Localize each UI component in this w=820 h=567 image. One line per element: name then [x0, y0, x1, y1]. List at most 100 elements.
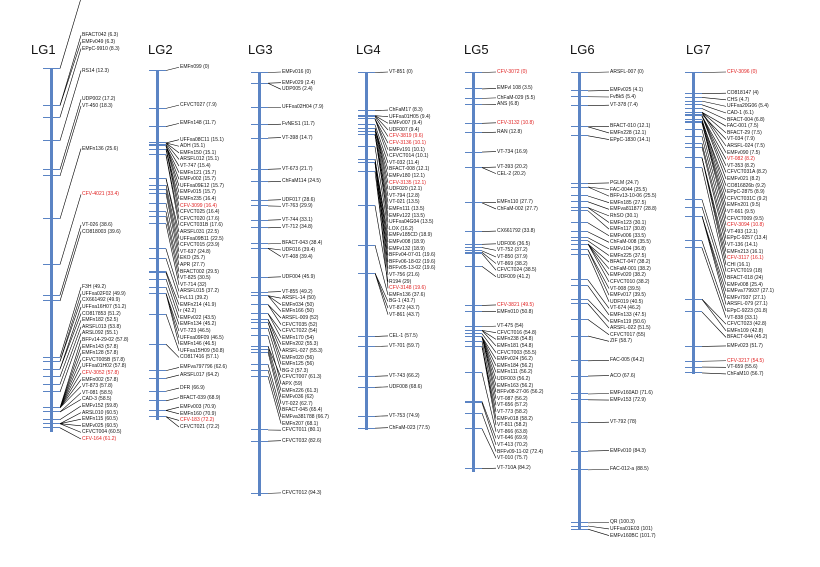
marker-connector — [587, 243, 610, 269]
marker-connector — [267, 295, 282, 306]
marker-connector — [701, 247, 727, 318]
marker-tick — [358, 110, 375, 112]
marker-tick — [465, 122, 482, 124]
marker-connector — [267, 349, 282, 398]
marker-connector — [267, 248, 282, 257]
marker-connector — [267, 345, 282, 378]
marker-label: FAC-012-a (88.5) — [610, 466, 649, 473]
marker-connector — [59, 333, 82, 393]
marker-connector — [481, 243, 497, 245]
marker-label: EMFv180 (12.1) — [389, 173, 425, 180]
marker-connector — [701, 115, 727, 173]
marker-connector — [267, 137, 282, 139]
marker-connector — [165, 142, 180, 147]
marker-connector — [587, 222, 610, 236]
marker-label: EMFn111 (13.5) — [389, 206, 425, 213]
marker-tick — [685, 345, 702, 347]
marker-label: VT-838 (33.1) — [727, 314, 758, 321]
marker-label: VT-723 (46.5) — [180, 328, 211, 335]
marker-tick — [465, 428, 482, 430]
marker-connector — [587, 240, 610, 256]
marker-tick — [465, 97, 482, 99]
marker-connector — [587, 450, 610, 452]
marker-label: EMFv152 (59.8) — [82, 403, 118, 409]
marker-label: CFVCT031A (8.2) — [727, 169, 767, 176]
marker-label: VT-752 (37.2) — [497, 247, 528, 254]
marker-label: VT-734 (16.9) — [497, 148, 528, 155]
marker-label: BFACT-047 (38.2) — [610, 259, 651, 266]
marker-tick — [251, 243, 268, 245]
marker-label: CEL-1 (57.5) — [389, 332, 418, 339]
marker-tick — [149, 143, 166, 145]
marker-connector — [374, 115, 389, 124]
lg-title: LG1 — [31, 42, 56, 57]
marker-connector — [587, 104, 610, 107]
marker-connector — [165, 387, 180, 392]
marker-connector — [701, 299, 727, 331]
marker-label: EMFn134 (45.2) — [180, 321, 217, 328]
marker-connector — [59, 99, 82, 170]
marker-label: UFFxa01H02 (57.8) — [82, 363, 127, 370]
marker-connector — [701, 122, 727, 219]
marker-label: VT-010 (75.7) — [497, 455, 528, 462]
marker-connector — [587, 231, 610, 243]
marker-connector — [59, 366, 82, 408]
marker-connector — [481, 372, 497, 432]
marker-tick — [685, 206, 702, 208]
marker-connector — [165, 193, 180, 259]
marker-connector — [165, 367, 180, 371]
chromosome-bar — [472, 72, 475, 472]
marker-connector — [59, 48, 82, 118]
marker-tick — [43, 411, 60, 413]
marker-connector — [587, 243, 610, 276]
chromosome-bar — [692, 72, 695, 374]
marker-label: EMFv003 (70.9) — [180, 404, 216, 411]
marker-label: R194 (29) — [389, 278, 412, 285]
marker-tick — [685, 120, 702, 122]
marker-connector — [701, 97, 727, 101]
marker-connector — [481, 336, 497, 366]
marker-label: CFV-3136 (10.1) — [389, 140, 426, 147]
marker-label: CO818147 (4) — [727, 90, 759, 97]
marker-label: VT-637 (24.8) — [180, 248, 211, 255]
marker-tick — [571, 210, 588, 212]
marker-label: CFV-3819 (9.6) — [389, 133, 424, 140]
marker-tick — [251, 107, 268, 109]
marker-tick — [358, 124, 375, 126]
marker-label: VT-398 (14.7) — [282, 134, 313, 141]
marker-label: EPpC-1830 (14.1) — [610, 136, 651, 143]
marker-tick — [571, 231, 588, 233]
marker-label: UFFxa16H07 (51.2) — [82, 304, 127, 310]
marker-connector — [701, 157, 727, 265]
marker-label: UFFxa09F09 (46.5) — [180, 334, 224, 341]
marker-label: EMFv153 (72.9) — [610, 397, 646, 404]
marker-tick — [571, 243, 588, 245]
marker-connector — [481, 250, 497, 258]
marker-tick — [571, 96, 588, 98]
marker-label: EMFvl 108 (3.5) — [497, 85, 533, 92]
marker-connector — [587, 243, 610, 283]
marker-connector — [267, 319, 282, 345]
marker-tick — [571, 126, 588, 128]
marker-label: BFFv09-11-02 (72.4) — [497, 448, 544, 455]
lg-title: LG3 — [248, 42, 273, 57]
marker-label: EMFv017 (39.5) — [610, 292, 646, 299]
marker-tick — [358, 146, 375, 148]
marker-connector — [165, 216, 180, 279]
marker-connector — [587, 201, 610, 210]
marker-tick — [685, 119, 702, 121]
marker-connector — [481, 413, 497, 452]
marker-connector — [587, 237, 610, 250]
marker-connector — [267, 370, 282, 418]
marker-label: EMFn034 (50) — [282, 301, 314, 308]
marker-label: EMFn207 (68.1) — [282, 420, 319, 427]
marker-connector — [374, 115, 389, 117]
marker-connector — [374, 127, 389, 190]
marker-label: EMFn235 (16.4) — [180, 196, 217, 203]
marker-connector — [374, 116, 389, 137]
marker-label: EMFn119 (50.6) — [610, 318, 646, 325]
marker-label: EMFv104 (36.8) — [610, 245, 646, 252]
marker-connector — [587, 359, 610, 362]
marker-label: CFVCT025 (16.4) — [180, 209, 220, 216]
marker-tick — [149, 286, 166, 288]
